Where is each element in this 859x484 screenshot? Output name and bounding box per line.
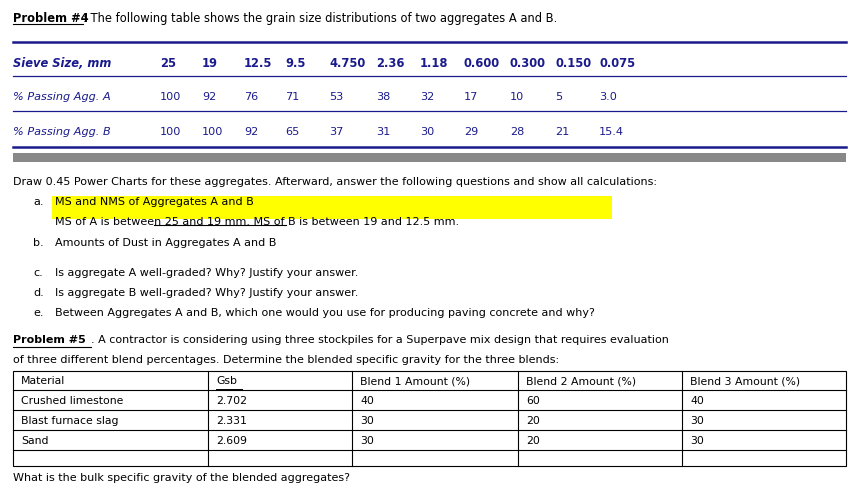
Text: 20: 20 <box>526 415 539 425</box>
Text: Is aggregate B well-graded? Why? Justify your answer.: Is aggregate B well-graded? Why? Justify… <box>55 287 358 297</box>
Text: 0.150: 0.150 <box>555 57 591 70</box>
Text: : The following table shows the grain size distributions of two aggregates A and: : The following table shows the grain si… <box>83 12 557 25</box>
Bar <box>52 197 612 219</box>
Text: 15.4: 15.4 <box>599 127 624 136</box>
Text: Material: Material <box>21 376 65 386</box>
Text: 37: 37 <box>329 127 344 136</box>
Text: Amounts of Dust in Aggregates A and B: Amounts of Dust in Aggregates A and B <box>55 238 277 247</box>
Bar <box>13 154 846 163</box>
Text: 92: 92 <box>244 127 259 136</box>
Text: 30: 30 <box>690 415 704 425</box>
Text: 29: 29 <box>464 127 478 136</box>
Text: 31: 31 <box>376 127 390 136</box>
Text: 0.600: 0.600 <box>464 57 500 70</box>
Text: 10: 10 <box>510 92 524 102</box>
Text: 28: 28 <box>510 127 524 136</box>
Text: 2.36: 2.36 <box>376 57 405 70</box>
Text: 38: 38 <box>376 92 390 102</box>
Text: 30: 30 <box>360 415 374 425</box>
Bar <box>13 371 846 466</box>
Text: MS of A is between 25 and 19 mm. MS of B is between 19 and 12.5 mm.: MS of A is between 25 and 19 mm. MS of B… <box>55 216 459 227</box>
Text: 5: 5 <box>555 92 562 102</box>
Text: 21: 21 <box>555 127 570 136</box>
Text: 20: 20 <box>526 435 539 445</box>
Text: Sieve Size, mm: Sieve Size, mm <box>13 57 112 70</box>
Text: 76: 76 <box>244 92 259 102</box>
Text: Blend 3 Amount (%): Blend 3 Amount (%) <box>690 376 800 386</box>
Text: Problem #4: Problem #4 <box>13 12 88 25</box>
Text: Gsb: Gsb <box>216 376 237 386</box>
Text: 12.5: 12.5 <box>244 57 272 70</box>
Text: 30: 30 <box>420 127 435 136</box>
Text: 25: 25 <box>160 57 176 70</box>
Text: 3.0: 3.0 <box>599 92 617 102</box>
Text: Sand: Sand <box>21 435 48 445</box>
Text: 40: 40 <box>690 395 704 405</box>
Text: Blend 1 Amount (%): Blend 1 Amount (%) <box>360 376 470 386</box>
Text: 2.609: 2.609 <box>216 435 247 445</box>
Text: Problem #5: Problem #5 <box>13 334 86 344</box>
Text: e.: e. <box>33 307 44 318</box>
Text: 92: 92 <box>202 92 216 102</box>
Text: of three different blend percentages. Determine the blended specific gravity for: of three different blend percentages. De… <box>13 354 559 364</box>
Text: 0.300: 0.300 <box>510 57 546 70</box>
Text: 60: 60 <box>526 395 539 405</box>
Text: 30: 30 <box>690 435 704 445</box>
Text: 53: 53 <box>329 92 344 102</box>
Text: 100: 100 <box>160 127 181 136</box>
Text: Blend 2 Amount (%): Blend 2 Amount (%) <box>526 376 637 386</box>
Text: Draw 0.45 Power Charts for these aggregates. Afterward, answer the following que: Draw 0.45 Power Charts for these aggrega… <box>13 177 657 187</box>
Text: What is the bulk specific gravity of the blended aggregates?: What is the bulk specific gravity of the… <box>13 472 350 482</box>
Text: 65: 65 <box>285 127 299 136</box>
Text: 9.5: 9.5 <box>285 57 306 70</box>
Text: a.: a. <box>33 197 44 207</box>
Text: Is aggregate A well-graded? Why? Justify your answer.: Is aggregate A well-graded? Why? Justify… <box>55 268 358 277</box>
Text: 19: 19 <box>202 57 218 70</box>
Text: 100: 100 <box>160 92 181 102</box>
Text: Between Aggregates A and B, which one would you use for producing paving concret: Between Aggregates A and B, which one wo… <box>55 307 595 318</box>
Text: Crushed limestone: Crushed limestone <box>21 395 124 405</box>
Text: % Passing Agg. A: % Passing Agg. A <box>13 92 111 102</box>
Text: 4.750: 4.750 <box>329 57 365 70</box>
Text: 0.075: 0.075 <box>599 57 635 70</box>
Text: % Passing Agg. B: % Passing Agg. B <box>13 127 111 136</box>
Text: d.: d. <box>33 287 44 297</box>
Text: 2.702: 2.702 <box>216 395 247 405</box>
Text: 32: 32 <box>420 92 435 102</box>
Text: 17: 17 <box>464 92 478 102</box>
Text: 100: 100 <box>202 127 223 136</box>
Text: 2.331: 2.331 <box>216 415 247 425</box>
Text: . A contractor is considering using three stockpiles for a Superpave mix design : . A contractor is considering using thre… <box>91 334 669 344</box>
Text: b.: b. <box>33 238 44 247</box>
Text: 30: 30 <box>360 435 374 445</box>
Text: 40: 40 <box>360 395 374 405</box>
Text: MS and NMS of Aggregates A and B: MS and NMS of Aggregates A and B <box>55 197 253 207</box>
Text: 71: 71 <box>285 92 299 102</box>
Text: Blast furnace slag: Blast furnace slag <box>21 415 119 425</box>
Text: 1.18: 1.18 <box>420 57 448 70</box>
Text: c.: c. <box>33 268 43 277</box>
